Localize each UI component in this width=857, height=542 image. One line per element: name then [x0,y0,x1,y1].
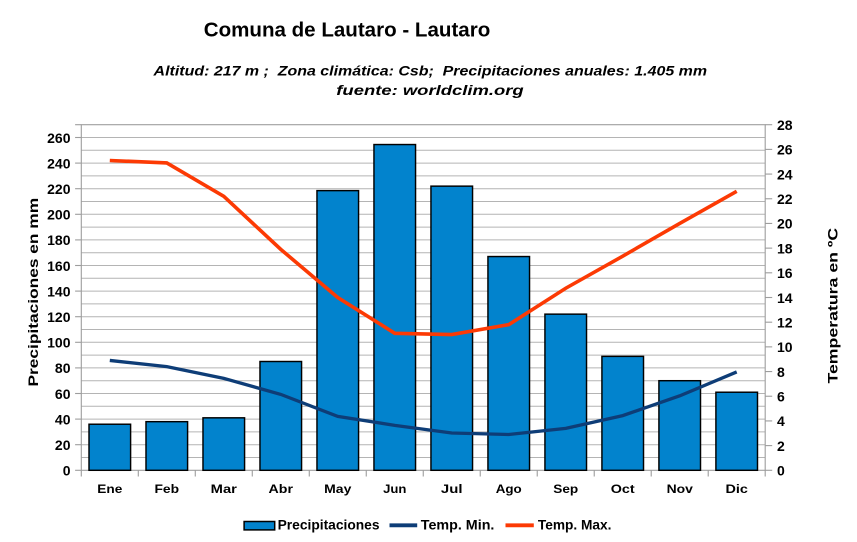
svg-text:28: 28 [777,117,793,133]
svg-text:8: 8 [777,364,785,380]
svg-text:Dic: Dic [726,482,749,496]
svg-text:Sep: Sep [553,482,578,496]
svg-text:26: 26 [777,142,793,158]
svg-text:16: 16 [777,265,793,281]
svg-text:Ago: Ago [496,482,523,496]
svg-text:Oct: Oct [611,482,635,496]
svg-text:Mar: Mar [211,482,237,496]
svg-text:Comuna de Lautaro - Lautaro: Comuna de Lautaro - Lautaro [204,19,491,41]
svg-text:May: May [324,482,351,496]
svg-text:Precipitaciones: Precipitaciones [278,518,380,533]
svg-text:200: 200 [47,207,71,223]
svg-text:fuente: worldclim.org: fuente: worldclim.org [336,83,524,98]
svg-text:80: 80 [55,360,71,376]
svg-text:120: 120 [47,309,71,325]
svg-text:40: 40 [55,411,71,427]
svg-text:Abr: Abr [269,482,294,496]
svg-text:20: 20 [777,216,793,232]
svg-text:Jun: Jun [383,482,406,496]
svg-text:10: 10 [777,339,793,355]
svg-text:Feb: Feb [154,482,179,496]
svg-text:14: 14 [777,290,793,306]
svg-text:100: 100 [47,335,71,351]
svg-text:140: 140 [47,283,71,299]
svg-text:220: 220 [47,181,71,197]
svg-text:24: 24 [777,166,793,182]
svg-text:160: 160 [47,258,71,274]
svg-text:6: 6 [777,389,785,405]
svg-text:20: 20 [55,437,71,453]
svg-text:Temp. Max.: Temp. Max. [538,518,612,533]
svg-text:260: 260 [47,130,71,146]
svg-text:Temperatura en ºC: Temperatura en ºC [825,228,841,384]
svg-text:0: 0 [777,463,785,479]
svg-text:60: 60 [55,386,71,402]
svg-text:Precipitaciones en mm: Precipitaciones en mm [25,198,41,387]
svg-text:Ene: Ene [97,482,122,496]
svg-text:18: 18 [777,240,793,256]
svg-text:Nov: Nov [667,482,693,496]
svg-text:Temp. Min.: Temp. Min. [421,518,495,533]
svg-text:0: 0 [63,463,71,479]
svg-text:240: 240 [47,155,71,171]
svg-text:180: 180 [47,232,71,248]
svg-text:12: 12 [777,314,793,330]
svg-text:2: 2 [777,438,785,454]
svg-text:Altitud: 217 m ; Zona climáti: Altitud: 217 m ; Zona climática: Csb; Pr… [152,64,707,79]
svg-text:22: 22 [777,191,793,207]
svg-text:Jul: Jul [441,482,463,496]
svg-text:4: 4 [777,413,785,429]
